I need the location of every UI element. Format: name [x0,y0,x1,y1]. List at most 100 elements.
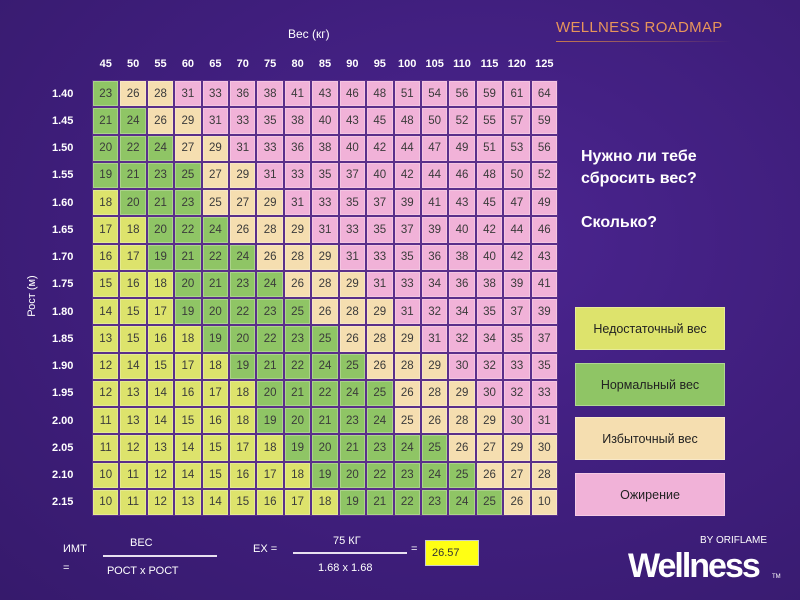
bmi-cell: 40 [339,135,366,161]
height-labels: 1.40 1.45 1.50 1.55 1.60 1.65 1.70 1.75 1.80 1.85… [52,80,73,516]
bmi-cell: 37 [394,217,420,243]
bmi-cell: 33 [504,353,530,379]
bmi-cell: 16 [175,380,201,406]
bmi-cell: 19 [257,408,283,434]
weight-header-cell: 115 [480,58,499,70]
bmi-cell: 39 [421,217,448,243]
bmi-cell: 33 [367,244,393,270]
bmi-cell: 23 [257,299,283,325]
logo-tm: TM [772,574,781,580]
height-row-label: 1.40 [52,87,74,100]
bmi-cell: 29 [202,135,229,161]
bmi-cell: 28 [339,299,366,325]
bmi-cell: 26 [504,489,530,515]
bmi-cell: 28 [147,81,174,107]
bmi-cell: 22 [257,326,283,352]
bmi-cell: 29 [449,380,475,406]
bmi-cell: 21 [257,353,283,379]
bmi-cell: 18 [147,271,174,297]
bmi-cell: 36 [421,244,448,270]
height-row-label: 1.80 [52,305,74,318]
bmi-cell: 49 [531,190,557,216]
bmi-cell: 31 [394,299,420,325]
bmi-cell: 27 [504,462,530,488]
bmi-equals: = [63,562,70,574]
bmi-cell: 16 [120,271,146,297]
bmi-cell: 21 [93,108,119,134]
weight-axis-label: Вес (кг) [288,27,330,41]
weight-header-cell: 125 [535,58,554,70]
bmi-cell: 21 [284,380,311,406]
bmi-cell: 20 [175,271,201,297]
bmi-cell: 29 [421,353,448,379]
bmi-cell: 31 [421,326,448,352]
height-axis-label: Рост (м) [26,275,38,317]
bmi-cell: 22 [367,462,393,488]
weight-header-cell: 80 [291,58,304,70]
bmi-cell: 17 [93,217,119,243]
bmi-cell: 14 [147,380,174,406]
bmi-cell: 38 [449,244,475,270]
bmi-cell: 18 [120,217,146,243]
bmi-cell: 27 [202,162,229,188]
bmi-cell: 32 [421,299,448,325]
bmi-cell: 44 [504,217,530,243]
bmi-cell: 21 [120,162,146,188]
bmi-cell: 17 [230,435,256,461]
bmi-cell: 24 [230,244,256,270]
height-row-label: 1.90 [52,360,74,373]
bmi-cell: 56 [449,81,475,107]
bmi-cell: 25 [421,435,448,461]
bmi-cell: 33 [202,81,229,107]
bmi-cell: 28 [421,380,448,406]
bmi-cell: 16 [93,244,119,270]
bmi-cell: 32 [449,326,475,352]
bmi-cell: 26 [339,326,366,352]
bmi-cell: 18 [284,462,311,488]
bmi-cell: 33 [257,135,283,161]
bmi-cell: 15 [120,326,146,352]
bmi-cell: 50 [421,108,448,134]
fraction-bar [103,555,217,557]
formula-numerator: ВЕС [130,537,153,549]
bmi-cell: 26 [394,380,420,406]
bmi-cell: 43 [312,81,338,107]
bmi-cell: 35 [476,299,503,325]
height-row-label: 1.70 [52,251,74,264]
bmi-cell: 19 [312,462,338,488]
height-row-label: 2.15 [52,496,74,509]
bmi-cell: 17 [257,462,283,488]
bmi-cell: 35 [394,244,420,270]
bmi-cell: 19 [93,162,119,188]
bmi-cell: 33 [339,217,366,243]
bmi-cell: 23 [339,408,366,434]
bmi-cell: 30 [504,408,530,434]
bmi-cell: 26 [147,108,174,134]
bmi-cell: 15 [202,435,229,461]
bmi-cell: 19 [147,244,174,270]
bmi-cell: 59 [531,108,557,134]
bmi-cell: 31 [284,190,311,216]
bmi-cell: 49 [449,135,475,161]
bmi-cell: 12 [93,380,119,406]
bmi-cell: 37 [504,299,530,325]
bmi-cell: 20 [120,190,146,216]
bmi-cell: 28 [394,353,420,379]
bmi-cell: 17 [147,299,174,325]
bmi-cell: 41 [284,81,311,107]
bmi-cell: 18 [230,408,256,434]
bmi-cell: 64 [531,81,557,107]
bmi-cell: 34 [421,271,448,297]
bmi-cell: 43 [449,190,475,216]
bmi-cell: 18 [312,489,338,515]
bmi-cell: 38 [257,81,283,107]
weight-header-cell: 95 [373,58,386,70]
example-numerator: 75 КГ [333,535,361,547]
bmi-cell: 36 [284,135,311,161]
bmi-cell: 48 [367,81,393,107]
height-row-label: 1.65 [52,223,74,236]
bmi-cell: 17 [202,380,229,406]
bmi-cell: 24 [339,380,366,406]
height-row-label: 1.95 [52,387,74,400]
bmi-cell: 55 [476,108,503,134]
